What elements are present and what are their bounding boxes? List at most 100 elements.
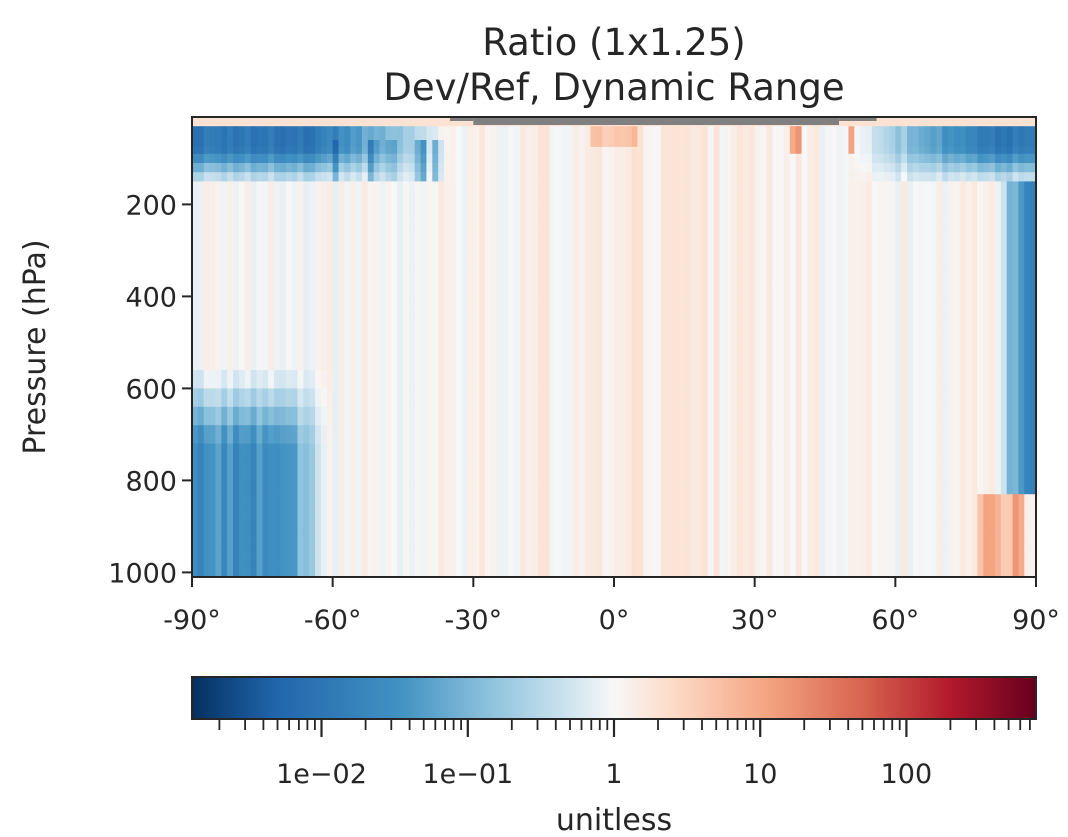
heatmap-cell <box>291 268 299 284</box>
heatmap-cell <box>531 241 539 256</box>
heatmap-cell <box>291 172 299 182</box>
heatmap-cell <box>942 140 949 148</box>
heatmap-cell <box>754 370 762 389</box>
heatmap-cell <box>701 126 709 134</box>
heatmap-cell <box>215 443 222 463</box>
heatmap-cell <box>742 227 750 242</box>
heatmap-cell <box>397 370 404 389</box>
heatmap-cell <box>649 406 656 426</box>
heatmap-cell <box>508 172 515 182</box>
heatmap-cell <box>725 172 732 182</box>
heatmap-cell <box>596 508 603 523</box>
heatmap-cell <box>649 227 656 242</box>
heatmap-cell <box>1006 508 1014 523</box>
heatmap-cell <box>244 268 252 284</box>
heatmap-cell <box>637 535 644 550</box>
heatmap-cell <box>320 480 328 495</box>
heatmap-cell <box>1012 462 1020 481</box>
heatmap-cell <box>244 227 252 242</box>
heatmap-cell <box>502 268 510 284</box>
heatmap-cell <box>866 549 873 564</box>
heatmap-cell <box>778 443 785 463</box>
heatmap-cell <box>655 204 662 217</box>
heatmap-cell <box>531 462 539 481</box>
heatmap-cell <box>1006 563 1014 578</box>
heatmap-cell <box>461 351 469 371</box>
heatmap-cell <box>719 563 726 578</box>
heatmap-cell <box>332 521 340 537</box>
heatmap-cell <box>936 563 943 578</box>
heatmap-cell <box>291 425 299 445</box>
heatmap-cell <box>531 133 539 141</box>
heatmap-cell <box>889 521 896 537</box>
heatmap-cell <box>285 255 293 270</box>
heatmap-cell <box>965 121 973 127</box>
heatmap-cell <box>614 443 621 463</box>
heatmap-cell <box>801 133 809 141</box>
heatmap-cell <box>209 494 217 509</box>
heatmap-cell <box>1024 153 1031 164</box>
heatmap-cell <box>713 314 721 334</box>
heatmap-cell <box>590 351 598 371</box>
heatmap-cell <box>268 215 275 228</box>
heatmap-cell <box>959 241 967 256</box>
heatmap-cell <box>666 146 674 155</box>
heatmap-cell <box>344 215 351 228</box>
heatmap-cell <box>520 296 527 316</box>
heatmap-cell <box>414 204 422 217</box>
heatmap-cell <box>690 255 697 270</box>
heatmap-cell <box>315 406 322 426</box>
heatmap-cell <box>555 140 562 148</box>
heatmap-cell <box>473 268 480 284</box>
heatmap-cell <box>356 370 363 389</box>
heatmap-cell <box>918 140 926 148</box>
heatmap-cell <box>971 146 978 155</box>
heatmap-cell <box>238 333 246 353</box>
heatmap-cell <box>514 494 521 509</box>
heatmap-cell <box>684 140 691 148</box>
heatmap-cell <box>801 268 809 284</box>
heatmap-cell <box>561 255 568 270</box>
heatmap-cell <box>795 227 803 242</box>
heatmap-cell <box>238 255 246 270</box>
heatmap-cell <box>485 370 492 389</box>
heatmap-cell <box>942 121 949 127</box>
heatmap-cell <box>725 535 732 550</box>
heatmap-cell <box>977 351 984 371</box>
heatmap-cell <box>707 268 715 284</box>
heatmap-cell <box>361 241 369 256</box>
heatmap-cell <box>367 333 375 353</box>
heatmap-cell <box>848 494 855 509</box>
heatmap-cell <box>444 314 451 334</box>
heatmap-cell <box>918 181 926 194</box>
heatmap-cell <box>930 255 937 270</box>
heatmap-cell <box>783 241 791 256</box>
heatmap-cell <box>783 133 791 141</box>
heatmap-cell <box>948 126 955 134</box>
heatmap-cell <box>807 521 814 537</box>
heatmap-cell <box>344 494 351 509</box>
heatmap-cell <box>760 192 767 205</box>
heatmap-cell <box>596 549 603 564</box>
heatmap-cell <box>977 172 984 182</box>
heatmap-cell <box>965 163 973 173</box>
heatmap-cell <box>537 133 545 141</box>
heatmap-cell <box>807 314 814 334</box>
heatmap-cell <box>508 146 515 155</box>
heatmap-cell <box>549 406 556 426</box>
heatmap-cell <box>678 443 685 463</box>
heatmap-cell <box>994 462 1002 481</box>
heatmap-cell <box>350 117 357 123</box>
heatmap-cell <box>221 255 228 270</box>
heatmap-cell <box>584 508 592 523</box>
heatmap-cell <box>496 133 504 141</box>
heatmap-cell <box>350 282 357 297</box>
heatmap-cell <box>889 163 896 173</box>
heatmap-cell <box>561 462 568 481</box>
heatmap-cell <box>830 333 838 353</box>
heatmap-cell <box>426 204 433 217</box>
heatmap-cell <box>508 126 515 134</box>
heatmap-cell <box>877 133 885 141</box>
heatmap-cell <box>227 268 234 284</box>
heatmap-cell <box>889 172 896 182</box>
